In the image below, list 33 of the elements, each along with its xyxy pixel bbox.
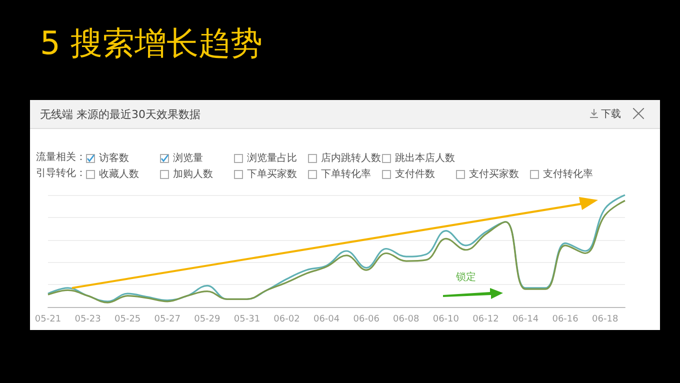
x-tick-label: 06-14 [512,314,539,324]
x-tick-label: 06-12 [472,314,499,324]
x-tick-label: 06-18 [592,314,618,324]
text: 引导转化： [36,167,86,180]
x-tick-label: 05-23 [74,314,101,324]
x-tick-label: 05-29 [194,314,221,324]
x-tick-label: 06-10 [432,314,460,324]
annotation: 锁定 [456,270,476,284]
x-tick-label: 05-27 [154,314,180,324]
text: 店内跳转人数 [321,152,381,165]
text: 下单转化率 [321,168,371,181]
text: 支付买家数 [469,168,519,181]
text: 流量相关： [36,150,86,164]
text: 下单买家数 [247,168,297,181]
x-tick-label: 06-16 [552,314,579,324]
text: 访客数 [99,152,129,165]
x-tick-label: 06-08 [393,314,420,324]
x-tick-label: 05-31 [234,314,260,324]
x-tick-label: 06-02 [274,314,300,324]
text: 支付转化率 [543,168,593,181]
text: 跳出本店人数 [395,152,455,165]
text: 收藏人数 [99,168,139,181]
text: 加购人数 [173,168,213,181]
text: 支付件数 [395,168,435,181]
text: 浏览量 [173,152,203,165]
text: 下载 [601,108,621,121]
x-tick-label: 06-06 [353,314,380,324]
text: 浏览量占比 [247,152,297,165]
x-tick-label: 06-04 [313,314,340,324]
x-tick-label: 05-25 [114,314,141,324]
text: 无线端 来源的最近30天效果数据 [40,107,200,122]
chart-title: 5 搜索增长趋势 [40,23,263,64]
x-tick-label: 05-21 [34,314,62,324]
